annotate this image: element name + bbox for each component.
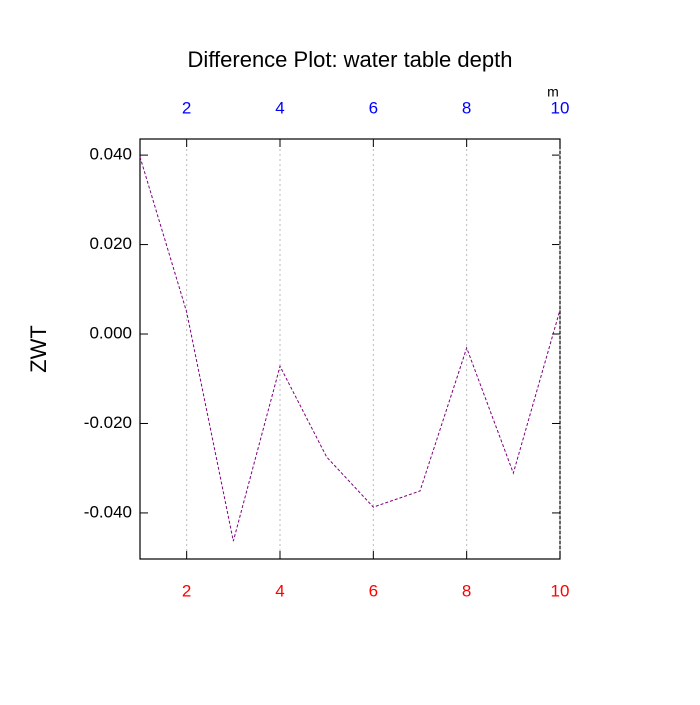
x-tick-label: 2 [182, 581, 191, 600]
top-tick-label: 2 [182, 98, 191, 117]
top-tick-label: 8 [462, 98, 471, 117]
y-tick-label: 0.040 [89, 145, 132, 164]
y-tick-label: -0.020 [84, 413, 132, 432]
x-tick-label: 4 [275, 581, 284, 600]
top-axis-label: m [547, 84, 559, 100]
x-tick-label: 8 [462, 581, 471, 600]
top-tick-label: 4 [275, 98, 284, 117]
chart-title: Difference Plot: water table depth [188, 47, 513, 72]
top-tick-label: 10 [551, 98, 570, 117]
y-axis-label: ZWT [26, 325, 51, 373]
y-tick-label: -0.040 [84, 502, 132, 521]
y-tick-label: 0.020 [89, 234, 132, 253]
top-tick-label: 6 [369, 98, 378, 117]
x-tick-label: 10 [551, 581, 570, 600]
data-line [139, 156, 561, 542]
plot-frame [139, 138, 561, 560]
x-tick-label: 6 [369, 581, 378, 600]
y-tick-label: 0.000 [89, 324, 132, 343]
